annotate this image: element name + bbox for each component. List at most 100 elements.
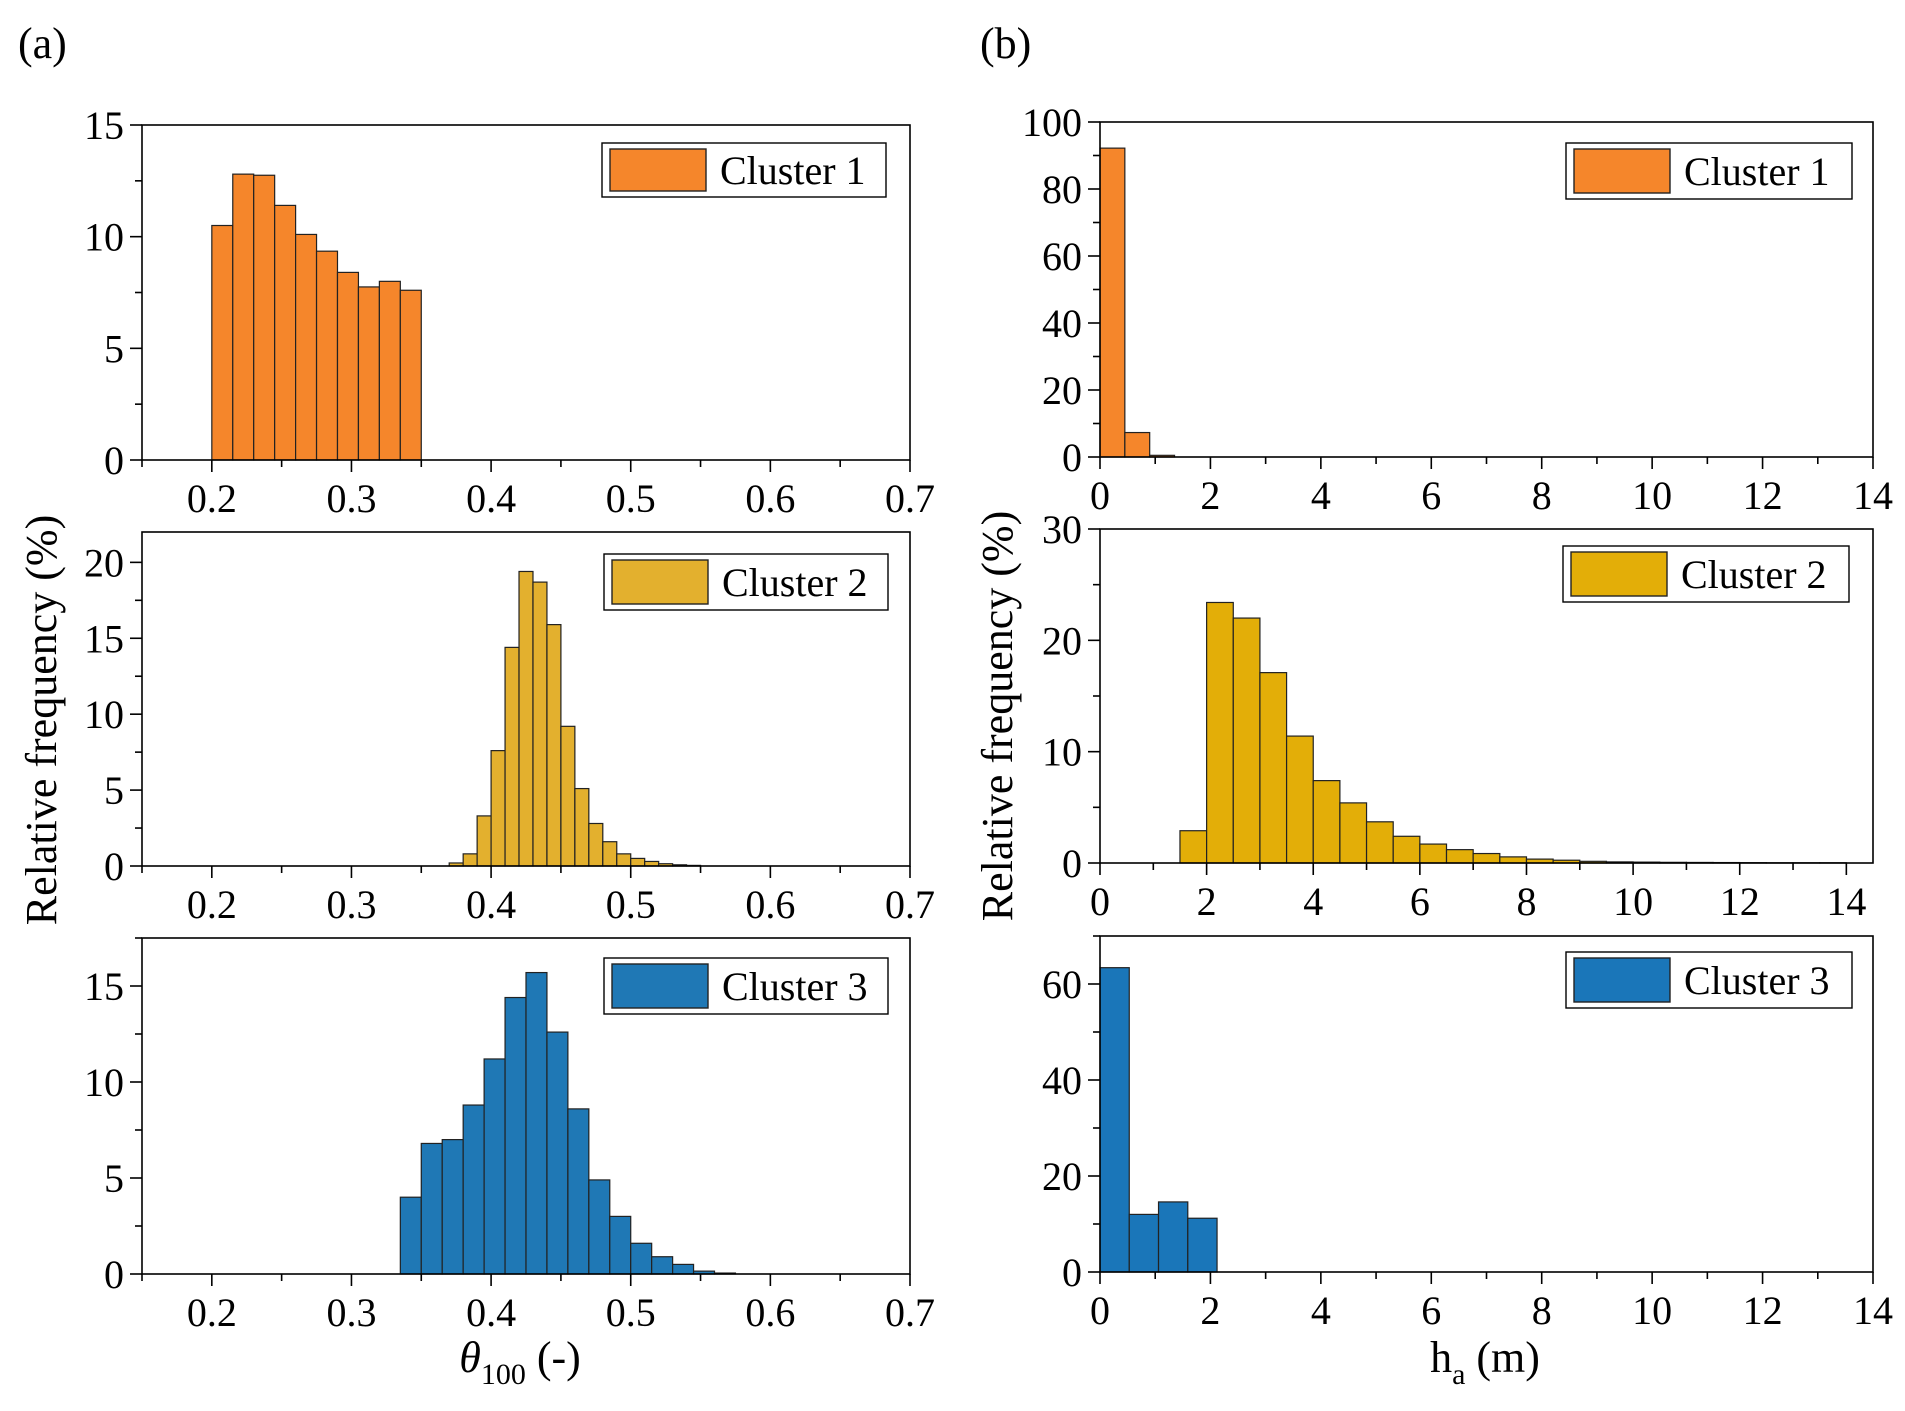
bar: [211, 224, 234, 461]
x-tick-label: 8: [1516, 879, 1536, 924]
legend-swatch: [1573, 148, 1671, 194]
bar: [1445, 849, 1474, 864]
y-tick-label: 20: [1042, 1154, 1082, 1199]
x-tick-label: 14: [1853, 473, 1893, 518]
bar: [399, 289, 422, 461]
x-tick-label: 6: [1421, 1288, 1441, 1333]
x-tick-label: 2: [1200, 1288, 1220, 1333]
panel-label-a: (a): [18, 19, 67, 68]
bar: [504, 996, 527, 1275]
legend-label: Cluster 3: [722, 964, 868, 1009]
legend: Cluster 2: [603, 553, 889, 611]
bar: [315, 250, 339, 461]
bar: [1124, 431, 1151, 458]
x-axis-title-b-sub: a: [1452, 1358, 1465, 1391]
legend-swatch: [1573, 957, 1671, 1003]
bar: [295, 233, 318, 461]
x-tick-label: 0.6: [745, 882, 795, 927]
x-tick-label: 2: [1200, 473, 1220, 518]
y-tick-label: 10: [1042, 730, 1082, 775]
bar: [1206, 601, 1234, 864]
x-axis-title-a-rest: (-): [526, 1333, 581, 1382]
x-tick-label: 0.4: [466, 882, 516, 927]
x-tick-label: 4: [1311, 1288, 1331, 1333]
plot-frame: [141, 531, 911, 867]
x-tick-label: 0.7: [885, 1290, 935, 1335]
y-tick-label: 20: [84, 540, 124, 585]
bar: [602, 841, 618, 867]
bar: [462, 1104, 485, 1275]
bar: [574, 787, 590, 867]
y-tick-label: 40: [1042, 1058, 1082, 1103]
bar: [357, 286, 380, 461]
y-tick-label: 100: [1022, 100, 1082, 145]
x-tick-label: 6: [1410, 879, 1430, 924]
legend-swatch: [1570, 551, 1668, 597]
bar: [1285, 735, 1314, 864]
bar: [1312, 780, 1341, 864]
bar: [616, 853, 632, 867]
bar: [518, 570, 534, 867]
bar: [1472, 852, 1501, 864]
x-tick-label: 0.4: [466, 1290, 516, 1335]
bar: [630, 1242, 653, 1275]
legend: Cluster 3: [603, 957, 889, 1015]
legend-swatch: [609, 148, 707, 192]
x-tick-label: 0.6: [745, 1290, 795, 1335]
panel-label-b: (b): [980, 19, 1031, 68]
bar: [399, 1196, 422, 1275]
bar: [476, 815, 492, 867]
bar: [1232, 617, 1261, 864]
chart-a1: 0.2 0.3 0.4 0.5 0.6 0.7 0 5 10 15 Cluster 1: [84, 103, 935, 521]
legend-swatch: [611, 963, 709, 1009]
x-tick-label: 0.5: [606, 882, 656, 927]
plot-frame: [141, 937, 911, 1275]
bar: [253, 174, 276, 461]
bar: [1179, 830, 1208, 864]
x-tick-label: 14: [1826, 879, 1866, 924]
bar: [609, 1215, 632, 1275]
y-tick-label: 0: [104, 438, 124, 483]
legend: Cluster 3: [1565, 951, 1853, 1009]
bar: [378, 280, 401, 461]
x-tick-label: 10: [1632, 473, 1672, 518]
legend-label: Cluster 2: [722, 560, 868, 605]
bar: [525, 971, 548, 1275]
x-tick-label: 12: [1720, 879, 1760, 924]
y-tick-label: 5: [104, 768, 124, 813]
bar: [1392, 835, 1421, 864]
legend-swatch: [611, 559, 709, 605]
x-axis-title-b: ha (m): [1430, 1333, 1540, 1391]
y-tick-label: 20: [1042, 368, 1082, 413]
y-tick-label: 30: [1042, 507, 1082, 552]
y-tick-label: 60: [1042, 962, 1082, 1007]
legend-label: Cluster 1: [720, 148, 866, 193]
x-tick-label: 0: [1090, 879, 1110, 924]
x-tick-label: 10: [1613, 879, 1653, 924]
bar: [274, 204, 297, 461]
legend: Cluster 1: [601, 142, 887, 198]
bar: [1128, 1213, 1160, 1273]
x-tick-label: 0.2: [187, 476, 237, 521]
y-tick-label: 0: [1062, 435, 1082, 480]
x-tick-label: 0.3: [326, 1290, 376, 1335]
bar: [462, 853, 478, 867]
y-tick-label: 80: [1042, 167, 1082, 212]
bar: [1099, 967, 1130, 1273]
x-axis-title-a-sub: 100: [481, 1358, 526, 1391]
y-tick-label: 10: [84, 692, 124, 737]
chart-b3: 0 2 4 6 8 10 12 14 0 20 40 60 Cluster 3: [1042, 935, 1893, 1333]
bar: [1259, 672, 1288, 864]
x-tick-label: 0: [1090, 473, 1110, 518]
y-tick-label: 5: [104, 1156, 124, 1201]
bar: [1157, 1201, 1189, 1273]
bar: [1419, 843, 1448, 864]
bar: [504, 646, 520, 867]
bar: [546, 624, 562, 867]
y-tick-label: 0: [104, 1252, 124, 1297]
bar: [1187, 1217, 1218, 1273]
legend-label: Cluster 2: [1681, 552, 1827, 597]
x-tick-label: 10: [1632, 1288, 1672, 1333]
